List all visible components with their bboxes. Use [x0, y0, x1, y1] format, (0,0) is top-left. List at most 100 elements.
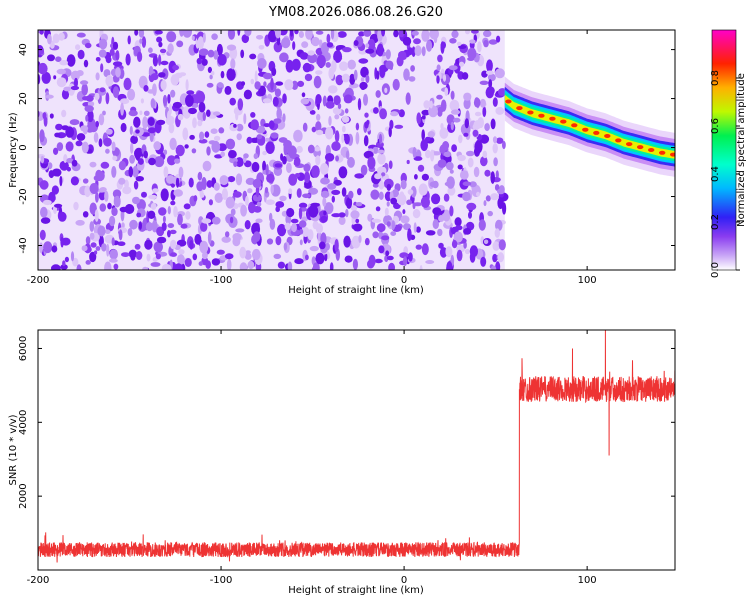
- noise-blob: [465, 30, 470, 35]
- noise-blob: [390, 231, 397, 237]
- noise-blob: [60, 236, 64, 248]
- noise-blob: [132, 165, 139, 178]
- noise-blob: [333, 95, 341, 106]
- ridge-peak: [505, 99, 512, 104]
- noise-blob: [305, 30, 313, 40]
- noise-blob: [214, 192, 223, 203]
- noise-blob: [159, 48, 167, 54]
- noise-blob: [80, 80, 89, 85]
- noise-blob: [399, 54, 407, 60]
- noise-blob: [490, 171, 496, 184]
- noise-blob: [480, 156, 488, 167]
- noise-blob: [363, 93, 368, 106]
- noise-blob: [54, 132, 61, 138]
- noise-blob: [469, 39, 476, 44]
- noise-blob: [289, 30, 294, 37]
- noise-blob: [284, 79, 294, 91]
- noise-blob: [421, 243, 429, 256]
- noise-blob: [400, 215, 410, 224]
- noise-blob: [394, 124, 404, 129]
- noise-blob: [39, 129, 45, 143]
- noise-blob: [95, 72, 100, 81]
- noise-blob: [421, 129, 426, 141]
- noise-blob: [494, 68, 505, 79]
- noise-blob: [381, 235, 390, 241]
- noise-blob: [413, 222, 417, 234]
- noise-blob: [197, 171, 203, 181]
- noise-blob: [357, 188, 362, 196]
- noise-blob: [282, 113, 286, 123]
- snr-series-line: [38, 330, 675, 563]
- x-tick-label: 0: [401, 275, 407, 286]
- noise-blob: [315, 94, 322, 105]
- snr-y-label: SNR (10 * v/v): [8, 414, 19, 485]
- noise-blob: [166, 175, 175, 184]
- noise-blob: [219, 175, 229, 186]
- noise-blob: [425, 149, 431, 159]
- noise-blob: [127, 88, 136, 101]
- noise-blob: [367, 213, 373, 222]
- noise-blob: [200, 192, 205, 198]
- noise-blob: [479, 98, 486, 108]
- noise-blob: [191, 103, 199, 108]
- noise-blob: [158, 54, 162, 66]
- noise-blob: [185, 79, 189, 91]
- y-tick-label: -40: [18, 237, 29, 253]
- noise-blob: [209, 74, 213, 80]
- noise-blob: [371, 218, 382, 223]
- noise-blob: [265, 163, 269, 176]
- noise-blob: [89, 251, 97, 263]
- noise-blob: [456, 41, 462, 47]
- noise-blob: [469, 245, 478, 258]
- noise-blob: [320, 177, 330, 185]
- noise-blob: [109, 48, 115, 56]
- noise-blob: [262, 160, 267, 172]
- noise-blob: [110, 43, 114, 48]
- ridge-peak: [527, 110, 534, 115]
- noise-blob: [118, 229, 123, 241]
- noise-blob: [58, 211, 67, 222]
- noise-blob: [457, 154, 466, 162]
- noise-blob: [95, 191, 99, 203]
- noise-blob: [473, 146, 481, 157]
- noise-blob: [220, 151, 225, 157]
- noise-blob: [106, 128, 113, 135]
- noise-blob: [495, 261, 501, 270]
- colorbar-gradient: [711, 29, 737, 271]
- x-tick-label: -200: [27, 575, 50, 586]
- noise-blob: [275, 235, 282, 246]
- noise-blob: [139, 38, 143, 44]
- noise-blob: [252, 194, 262, 202]
- colorbar-ticks: 0.0 0.2 0.4 0.6 0.8: [710, 70, 740, 278]
- noise-blob: [256, 201, 262, 207]
- noise-blob: [431, 193, 441, 205]
- noise-blob: [419, 265, 423, 270]
- noise-blob: [52, 33, 60, 44]
- noise-blob: [216, 43, 223, 56]
- noise-blob: [331, 60, 337, 73]
- noise-blob: [429, 100, 433, 109]
- noise-blob: [210, 128, 218, 134]
- noise-blob: [188, 107, 197, 115]
- noise-blob: [150, 202, 157, 210]
- noise-blob: [463, 92, 472, 101]
- noise-blob: [99, 87, 106, 93]
- noise-blob: [399, 252, 409, 259]
- noise-blob: [402, 209, 406, 215]
- noise-blob: [217, 54, 227, 66]
- noise-blob: [263, 81, 267, 87]
- noise-blob: [482, 150, 488, 159]
- noise-blob: [211, 33, 218, 40]
- noise-blob: [463, 228, 472, 235]
- noise-blob: [89, 161, 97, 168]
- noise-blob: [329, 262, 334, 270]
- noise-blob: [262, 150, 267, 156]
- noise-blob: [129, 154, 136, 164]
- noise-blob: [128, 110, 138, 117]
- noise-blob: [495, 219, 503, 232]
- noise-blob: [39, 242, 43, 254]
- noise-blob: [314, 146, 321, 152]
- noise-blob: [101, 243, 107, 252]
- noise-blob: [197, 36, 205, 50]
- noise-blob: [105, 75, 114, 87]
